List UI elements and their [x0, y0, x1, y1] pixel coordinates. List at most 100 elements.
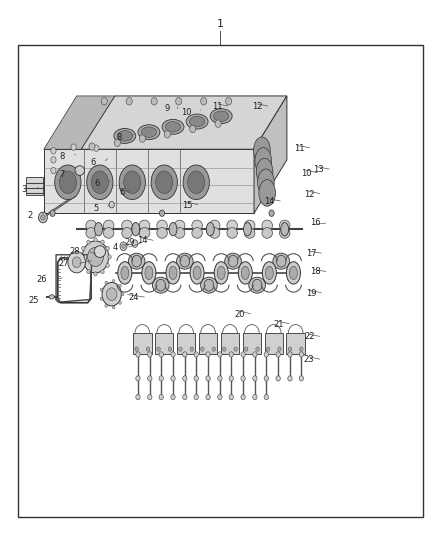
Ellipse shape: [132, 255, 141, 267]
Circle shape: [148, 394, 152, 400]
Text: 19: 19: [306, 289, 316, 297]
Circle shape: [226, 98, 232, 105]
Circle shape: [151, 98, 157, 105]
Ellipse shape: [55, 165, 81, 200]
Polygon shape: [177, 333, 195, 354]
Circle shape: [223, 347, 226, 351]
Ellipse shape: [75, 166, 85, 175]
Circle shape: [94, 145, 99, 151]
Polygon shape: [44, 149, 254, 213]
Circle shape: [94, 272, 97, 276]
Polygon shape: [44, 96, 115, 149]
Ellipse shape: [186, 114, 208, 129]
Circle shape: [121, 293, 124, 296]
Circle shape: [94, 238, 97, 242]
Circle shape: [164, 131, 170, 138]
Circle shape: [299, 376, 304, 381]
Circle shape: [159, 394, 163, 400]
Ellipse shape: [244, 223, 251, 236]
Text: 28: 28: [69, 247, 80, 256]
Text: 12: 12: [304, 190, 314, 198]
Ellipse shape: [156, 279, 166, 291]
Ellipse shape: [139, 228, 150, 238]
Circle shape: [288, 376, 292, 381]
Ellipse shape: [192, 220, 202, 231]
Ellipse shape: [162, 119, 184, 134]
Ellipse shape: [157, 228, 167, 238]
Ellipse shape: [258, 169, 274, 196]
Text: 6: 6: [95, 180, 100, 188]
Circle shape: [241, 376, 245, 381]
Circle shape: [112, 279, 115, 282]
Ellipse shape: [128, 253, 145, 269]
Circle shape: [229, 352, 233, 357]
Circle shape: [234, 347, 237, 351]
Circle shape: [183, 352, 187, 357]
Circle shape: [109, 201, 114, 208]
Text: 1: 1: [216, 19, 223, 29]
Text: 24: 24: [129, 293, 139, 302]
Circle shape: [190, 347, 194, 351]
Circle shape: [120, 242, 127, 251]
Text: 6: 6: [120, 189, 125, 197]
Circle shape: [106, 246, 110, 251]
Circle shape: [244, 347, 248, 351]
Circle shape: [108, 255, 111, 259]
Ellipse shape: [142, 262, 156, 284]
Ellipse shape: [255, 148, 272, 174]
Circle shape: [253, 376, 257, 381]
Text: 3: 3: [22, 185, 27, 193]
Circle shape: [89, 143, 95, 150]
Circle shape: [276, 376, 280, 381]
Polygon shape: [199, 333, 217, 354]
Ellipse shape: [244, 220, 255, 231]
Text: 4: 4: [113, 244, 118, 252]
Ellipse shape: [225, 253, 241, 269]
Circle shape: [171, 394, 175, 400]
Circle shape: [148, 376, 152, 381]
Ellipse shape: [249, 277, 265, 293]
Circle shape: [194, 352, 198, 357]
Circle shape: [299, 352, 304, 357]
Bar: [18, 45, 423, 517]
Circle shape: [218, 352, 222, 357]
Circle shape: [87, 240, 90, 244]
Circle shape: [51, 148, 56, 154]
Circle shape: [50, 210, 55, 216]
Ellipse shape: [279, 228, 290, 238]
Ellipse shape: [124, 171, 141, 193]
Circle shape: [206, 376, 210, 381]
Circle shape: [112, 306, 115, 309]
Ellipse shape: [210, 109, 232, 124]
Ellipse shape: [86, 220, 96, 231]
Circle shape: [206, 352, 210, 357]
Ellipse shape: [177, 253, 193, 269]
Polygon shape: [265, 333, 283, 354]
Ellipse shape: [49, 295, 54, 299]
Circle shape: [168, 347, 172, 351]
Circle shape: [102, 282, 121, 306]
Ellipse shape: [122, 220, 132, 231]
Circle shape: [241, 352, 245, 357]
Ellipse shape: [213, 111, 229, 122]
Circle shape: [215, 120, 221, 127]
Polygon shape: [221, 333, 239, 354]
Circle shape: [81, 246, 85, 251]
Circle shape: [171, 352, 175, 357]
Ellipse shape: [214, 262, 228, 284]
Ellipse shape: [118, 262, 132, 284]
Circle shape: [276, 352, 280, 357]
Text: 21: 21: [273, 320, 284, 328]
Ellipse shape: [39, 212, 47, 223]
Ellipse shape: [192, 228, 202, 238]
Circle shape: [229, 394, 233, 400]
Polygon shape: [243, 333, 261, 354]
Circle shape: [119, 284, 121, 287]
Ellipse shape: [238, 262, 252, 284]
Ellipse shape: [151, 165, 177, 200]
Circle shape: [179, 347, 182, 351]
Ellipse shape: [132, 223, 140, 236]
Circle shape: [201, 98, 207, 105]
Circle shape: [100, 297, 103, 301]
Circle shape: [159, 352, 163, 357]
